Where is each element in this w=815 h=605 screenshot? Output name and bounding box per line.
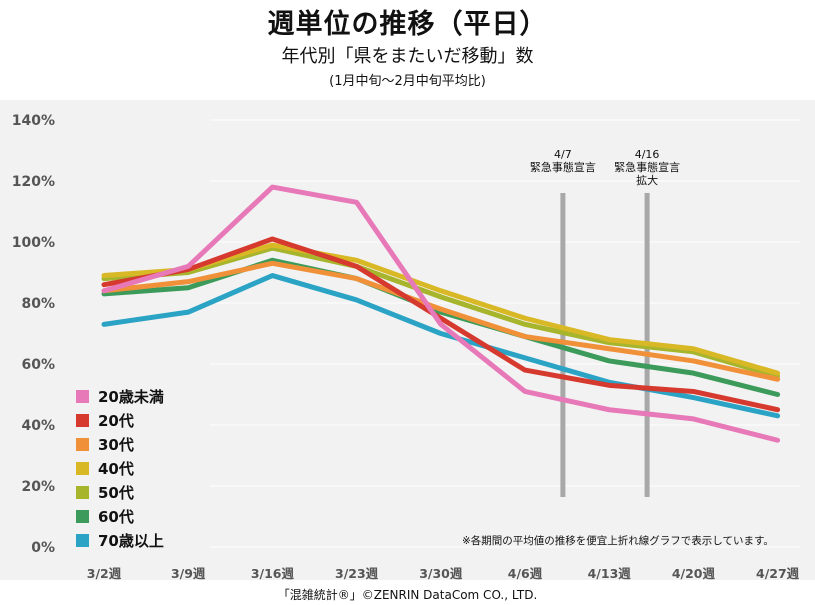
legend-swatch <box>76 389 89 403</box>
series-line-3 <box>101 260 781 382</box>
footnote: ※各期間の平均値の推移を便宜上折れ線グラフで表示しています。 <box>462 535 774 547</box>
series-line-1 <box>101 184 781 443</box>
legend-item: 30代 <box>76 432 164 456</box>
x-tick-label: 3/2週 <box>87 566 122 581</box>
plot-background <box>0 100 815 580</box>
event-name: 緊急事態宣言 <box>529 161 596 174</box>
legend-label: 40代 <box>98 459 134 478</box>
series-line-5 <box>101 245 781 379</box>
y-tick-label: 20% <box>21 479 55 495</box>
legend-item: 60代 <box>76 504 164 528</box>
y-tick-label: 60% <box>21 357 55 373</box>
series-line-2 <box>101 236 781 413</box>
event-date: 4/16 <box>634 148 660 161</box>
x-tick-label: 3/16週 <box>251 566 295 581</box>
legend-swatch <box>76 509 89 523</box>
event-name-extra: 拡大 <box>636 174 659 187</box>
legend-swatch <box>76 461 89 475</box>
legend-swatch <box>76 413 89 427</box>
event-name: 緊急事態宣言 <box>614 161 681 174</box>
series-line-6 <box>101 257 781 397</box>
y-tick-label: 80% <box>21 296 55 312</box>
chart-subtitle: 年代別「県をまたいだ移動」数 <box>281 46 534 67</box>
event-date: 4/7 <box>554 148 572 161</box>
event-label: 4/16 緊急事態宣言 拡大 <box>602 148 692 187</box>
x-tick-label: 3/9週 <box>171 566 206 581</box>
legend-item: 20歳未満 <box>76 384 164 408</box>
legend-label: 60代 <box>98 507 134 526</box>
x-tick-label: 4/13週 <box>588 566 632 581</box>
x-tick-label: 4/20週 <box>672 566 716 581</box>
legend-label: 20代 <box>98 411 134 430</box>
legend-label: 70歳以上 <box>98 531 164 550</box>
y-tick-label: 100% <box>12 235 55 251</box>
legend-label: 30代 <box>98 435 134 454</box>
legend-item: 40代 <box>76 456 164 480</box>
legend-swatch <box>76 437 89 451</box>
y-axis-ticks: 0% 20% 40% 60% 80% 100% 120% 140% <box>12 113 55 556</box>
y-tick-label: 120% <box>12 174 55 190</box>
series-lines <box>101 184 781 443</box>
x-tick-label: 4/6週 <box>508 566 543 581</box>
legend-item: 70歳以上 <box>76 528 164 552</box>
x-tick-label: 3/23週 <box>335 566 379 581</box>
y-tick-label: 40% <box>21 418 55 434</box>
x-tick-label: 4/27週 <box>756 566 800 581</box>
legend-label: 20歳未満 <box>98 387 164 406</box>
y-tick-label: 140% <box>12 113 55 129</box>
series-line-7 <box>101 273 781 419</box>
legend-item: 50代 <box>76 480 164 504</box>
y-tick-label: 0% <box>31 540 55 556</box>
x-tick-label: 3/30週 <box>419 566 463 581</box>
event-label: 4/7 緊急事態宣言 <box>518 148 608 174</box>
chart-note: (1月中旬～2月中旬平均比) <box>329 74 486 89</box>
chart-title: 週単位の推移（平日） <box>267 9 548 40</box>
legend-item: 20代 <box>76 408 164 432</box>
legend-label: 50代 <box>98 483 134 502</box>
legend-swatch <box>76 533 89 547</box>
legend-swatch <box>76 485 89 499</box>
legend: 20歳未満 20代 30代 40代 50代 60代 70歳以上 <box>76 384 164 552</box>
credit: 「混雑統計®」©ZENRIN DataCom CO., LTD. <box>277 588 538 602</box>
x-axis-ticks: 3/2週 3/9週 3/16週 3/23週 3/30週 4/6週 4/13週 4/20週 4/2… <box>87 566 800 581</box>
